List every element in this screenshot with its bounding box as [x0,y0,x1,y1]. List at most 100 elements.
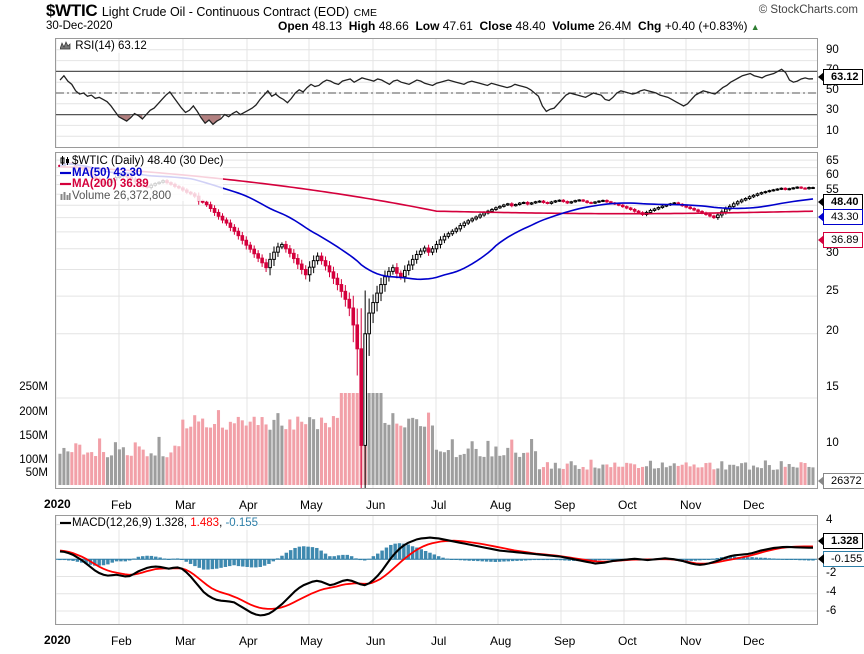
low-label: Low [415,19,440,33]
macd-ytick-minus6: -6 [826,605,837,617]
macd-ytick-minus2: -2 [826,567,837,579]
xtick-price-jul: Jul [431,498,447,512]
xtick-macd-feb: Feb [111,634,132,648]
xtick-price-may: May [300,498,323,512]
xtick-macd-mar: Mar [175,634,196,648]
volume-value-flag: 26372 [818,473,864,489]
macd-ytick-minus4: -4 [826,586,837,598]
volume-ytick-100m: 100M [19,454,48,466]
volume-label: Volume [552,19,595,33]
open-value: 48.13 [312,19,343,33]
rsi-legend-text: RSI(14) 63.12 [75,40,147,52]
price-legend-title-row: $WTIC (Daily) 48.40 (30 Dec) [60,155,223,167]
close-label: Close [479,19,513,33]
stockcharts-watermark: © StockCharts.com [758,4,858,16]
price-ytick-20: 20 [826,325,839,337]
exchange-label: CME [353,7,377,19]
xtick-price-dec: Dec [743,498,765,512]
macd-plot [56,516,817,624]
rsi-plot [56,39,817,147]
rsi-ytick-90: 90 [826,44,839,56]
macd-legend-name: MACD(12,26,9) [72,517,152,529]
volume-legend-row: Volume 26,372,800 [60,190,223,202]
price-plot [56,153,817,488]
price-ytick-55: 55 [826,184,839,196]
open-label: Open [278,19,309,33]
symbol-ticker: $WTIC [46,1,98,20]
high-label: High [348,19,376,33]
volume-ytick-150m: 150M [19,430,48,442]
volume-ytick-200m: 200M [19,406,48,418]
rsi-panel [55,38,818,148]
rsi-ytick-50: 50 [826,84,839,96]
macd-legend: MACD(12,26,9) 1.328, 1.483, -0.155 [60,517,259,530]
ma200-legend-text: MA(200) 36.89 [72,178,149,190]
macd-line-icon [60,518,71,527]
price-ytick-25: 25 [826,285,839,297]
rsi-legend: RSI(14) 63.12 [59,40,147,53]
header-title-line: $WTIC Light Crude Oil - Continuous Contr… [46,1,377,21]
macd-legend-signal: 1.483 [190,517,220,529]
xtick-price-feb: Feb [111,498,132,512]
price-ytick-65: 65 [826,155,839,167]
xtick-price-apr: Apr [239,498,258,512]
chart-header: $WTIC Light Crude Oil - Continuous Contr… [0,0,864,36]
xtick-price-2020: 2020 [44,497,71,511]
xtick-macd-dec: Dec [743,634,765,648]
xtick-macd-jun: Jun [366,634,386,648]
xtick-price-sep: Sep [554,498,576,512]
xtick-macd-2020: 2020 [44,633,71,647]
rsi-ytick-30: 30 [826,104,839,116]
volume-legend-text: Volume 26,372,800 [72,189,172,202]
macd-legend-hist: -0.155 [225,517,259,529]
change-up-arrow-icon: ▲ [750,22,760,32]
xtick-price-mar: Mar [175,498,196,512]
rsi-indicator-icon [59,41,71,50]
xtick-macd-oct: Oct [618,634,637,648]
macd-hist-value-flag: -0.155 [817,551,864,567]
high-value: 48.66 [378,19,409,33]
low-value: 47.61 [442,19,473,33]
price-ytick-15: 15 [826,381,839,393]
xtick-macd-aug: Aug [490,634,512,648]
ma200-value-flag: 36.89 [818,232,863,248]
ma50-value-flag: 43.30 [818,209,863,225]
xtick-price-oct: Oct [618,498,637,512]
xtick-price-jun: Jun [366,498,386,512]
xtick-macd-apr: Apr [239,634,258,648]
candlestick-icon [60,156,71,165]
xtick-macd-may: May [300,634,323,648]
price-panel [55,152,818,489]
close-value: 48.40 [515,19,546,33]
macd-panel [55,515,818,625]
rsi-value-flag: 63.12 [818,69,863,85]
macd-ytick-4: 4 [826,514,833,526]
xtick-price-nov: Nov [680,498,702,512]
ma50-legend-text: MA(50) 43.30 [72,166,143,179]
price-ytick-30: 30 [826,247,839,259]
chg-label: Chg [638,19,662,33]
price-legend-title: $WTIC (Daily) 48.40 (30 Dec) [72,155,224,167]
volume-bars-icon [60,191,71,200]
xtick-macd-jul: Jul [431,634,447,648]
volume-ytick-250m: 250M [19,381,48,393]
symbol-description: Light Crude Oil - Continuous Contract (E… [101,5,350,19]
macd-legend-value: 1.328 [155,517,184,529]
price-legend: $WTIC (Daily) 48.40 (30 Dec) MA(50) 43.3… [60,155,224,202]
ma200-line-icon [60,179,71,188]
quote-date: 30-Dec-2020 [46,20,113,32]
ma200-legend-row: MA(200) 36.89 [60,178,223,190]
ma50-line-icon [60,168,71,177]
chg-value: +0.40 (+0.83%) [664,19,748,33]
rsi-ytick-10: 10 [826,125,839,137]
price-ytick-60: 60 [826,169,839,181]
macd-value-flag: 1.328 [818,533,863,549]
xtick-price-aug: Aug [490,498,512,512]
xtick-macd-sep: Sep [554,634,576,648]
ohlc-summary: Open 48.13 High 48.66 Low 47.61 Close 48… [278,19,760,33]
volume-ytick-50m: 50M [25,467,48,479]
close-value-flag: 48.40 [818,194,863,210]
volume-value: 26.4M [598,19,632,33]
xtick-macd-nov: Nov [680,634,702,648]
